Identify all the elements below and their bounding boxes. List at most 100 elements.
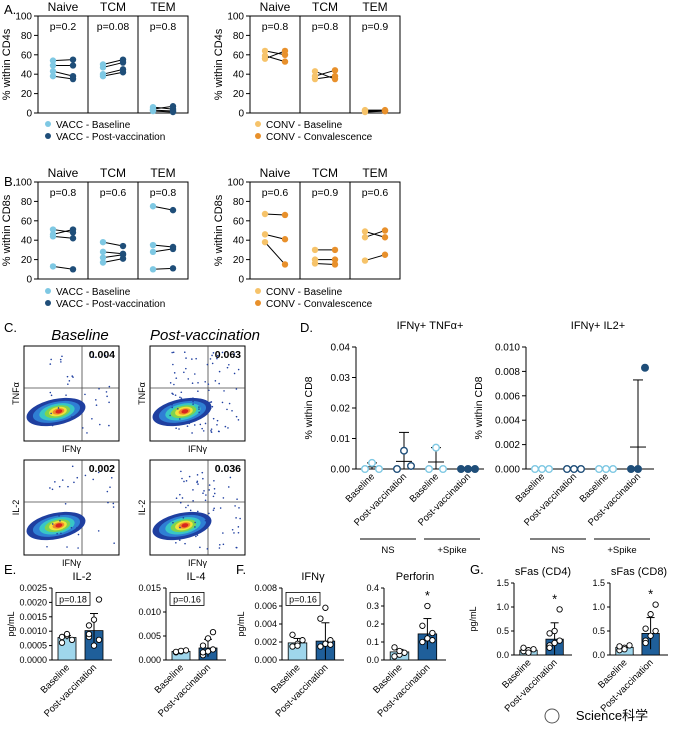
g-cd8-data-point [652,601,659,608]
flow-event-dot [216,419,219,422]
flow-event-dot [224,465,227,467]
e-il2-data-point [85,622,93,629]
a-conv-point-post [331,72,339,80]
flow-event-dot [226,408,228,411]
b-vacc-point-baseline [149,241,157,249]
flow-event-dot [86,432,88,434]
flow-event-dot [213,492,216,495]
b-vacc-ytick-label: 40 [21,236,33,247]
flow-event-dot [106,490,109,493]
a-vacc-pvalue: p=0.8 [150,21,177,33]
b-vacc-point-post [69,235,77,242]
flow-event-dot [218,382,220,385]
f-ifng-data-point [327,641,334,648]
flow-event-dot [196,534,199,536]
a-conv-subset-name: TEM [362,0,387,14]
flow-event-dot [196,480,199,483]
b-conv-pvalue: p=0.6 [362,187,389,199]
flow-event-dot [181,422,183,425]
legend-marker-b-conv-conval [255,300,261,306]
a-conv-pvalue: p=0.8 [312,21,339,33]
b-vacc-ytick-label: 100 [15,178,32,189]
flow-event-dot [98,387,100,390]
g-cd8-data-point [642,625,649,632]
a-conv-point-post [281,47,289,55]
d-left-data-point [439,465,448,474]
e-il2-data-point [85,630,93,638]
flow-event-dot [204,499,207,502]
flow-event-dot [221,351,224,354]
flow-event-dot [229,476,232,479]
flow-event-dot [181,497,184,499]
legend-b-conv-conval: CONV - Convalescence [266,299,373,310]
d-right-data-point [570,465,579,474]
b-vacc-ytick-label: 20 [21,255,33,266]
panel-b-letter: B. [4,174,16,189]
flow-event-dot [202,430,205,432]
d-left-data-point [432,443,441,452]
d-right-ylabel: % within CD8 [473,376,485,439]
g-cd4-data-point [546,630,553,637]
flow-event-dot [233,532,235,534]
flow-event-dot [169,382,172,384]
watermark-text: Science科学 [576,708,648,723]
flow-event-dot [219,507,222,509]
a-vacc-point-baseline [49,57,57,64]
b-vacc-pair-line [102,254,124,259]
d-right-title: IFNγ+ IL2+ [571,320,625,332]
flow-event-dot [239,517,241,520]
flow-event-dot [76,476,79,479]
d-left-data-point [464,465,473,474]
flow-event-dot [67,485,69,488]
d-right-data-point [563,465,572,474]
flow-xlabel: IFNγ [188,444,207,454]
d-right-group-label-ns: NS [551,545,564,556]
b-conv-point-baseline [311,246,319,254]
flow-event-dot [92,478,95,481]
e-il2-ytick-label: 0.0015 [19,612,47,622]
b-conv-pair-line [264,233,286,240]
a-conv-frame [249,15,401,114]
a-vacc-pvalue: p=0.08 [97,21,130,33]
f-perforin-ytick-label: 0.3 [366,601,379,611]
e-il2-title: IL-2 [73,571,92,583]
legend-marker-conv-baseline [255,121,261,127]
a-vacc-point-baseline [49,62,57,69]
flow-event-dot [237,531,240,534]
b-conv-point-baseline [261,238,269,246]
b-vacc-point-baseline [149,248,157,256]
b-vacc-ylabel: % within CD8s [1,194,13,266]
flow-event-dot [185,367,187,370]
flow-event-dot [112,502,115,505]
flow-event-dot [180,391,183,394]
flow-event-dot [70,526,73,529]
flow-event-dot [105,391,108,393]
legend-marker-vacc-post [45,133,51,139]
flow-ylabel: TNFα [11,382,21,405]
b-vacc-point-baseline [49,263,57,270]
flow-event-dot [49,487,51,489]
b-vacc-pair-line [152,267,174,270]
flow-event-dot [211,362,214,365]
flow-event-dot [70,532,72,535]
a-vacc-pair-line [152,110,174,113]
b-conv-point-baseline [361,234,369,241]
b-vacc-pvalue: p=0.8 [150,187,177,199]
b-vacc-pair-line [102,241,124,247]
flow-event-dot [97,471,100,474]
g-cd4-ytick-label: 0.0 [496,650,509,660]
b-vacc-pair-line [152,205,174,211]
flow-event-dot [97,530,100,532]
d-right-data-point [538,465,547,474]
a-vacc-pair-line [52,70,74,77]
a-vacc-ytick-label: 20 [21,89,33,100]
flow-event-dot [213,479,215,482]
flow-event-dot [201,471,204,474]
flow-title-baseline: Baseline [51,327,109,344]
d-right-data-point [609,465,618,474]
a-vacc-point-post [69,62,77,69]
g-cd4-data-point [551,627,558,635]
b-conv-pair-line [364,254,386,262]
b-conv-point-post [281,211,289,219]
flow-event-dot [233,372,236,375]
